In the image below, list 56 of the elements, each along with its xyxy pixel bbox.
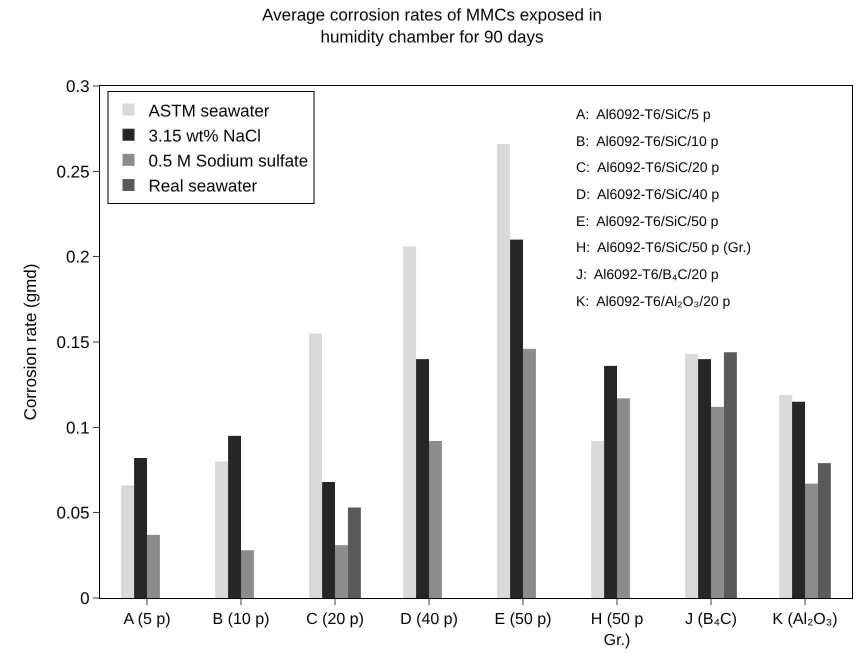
legend-label: 0.5 M Sodium sulfate: [148, 152, 308, 170]
y-axis-title: Corrosion rate (gmd): [21, 264, 40, 420]
annotation: J: Al6092-T6/B₄C/20 p: [576, 266, 719, 282]
y-tick-label: 0.25: [56, 162, 90, 182]
bar: [241, 550, 254, 598]
bar: [818, 463, 831, 598]
x-tick-label: H (50 p Gr.): [590, 611, 644, 649]
bar: [215, 461, 228, 598]
bar: [497, 144, 510, 598]
bar: [335, 545, 348, 598]
bar: [147, 534, 160, 598]
y-tick-label: 0: [80, 588, 90, 608]
x-tick-label: E (50 p): [494, 611, 552, 628]
y-tick-label: 0.2: [66, 248, 90, 267]
bar: [617, 398, 630, 598]
bar: [604, 366, 617, 598]
legend-label: Real seawater: [148, 176, 258, 196]
bar: [805, 484, 818, 598]
bar: [792, 402, 805, 598]
x-tick-label: A (5 p): [123, 611, 171, 628]
bar: [698, 359, 711, 598]
annotation: E: Al6092-T6/SiC/50 p: [576, 213, 719, 229]
annotation: A: Al6092-T6/SiC/5 p: [576, 106, 711, 122]
bar: [403, 246, 416, 598]
y-tick-label: 0.15: [56, 332, 90, 352]
annotation: H: Al6092-T6/SiC/50 p (Gr.): [576, 239, 752, 255]
legend-label: ASTM seawater: [148, 101, 270, 120]
bar: [591, 440, 604, 598]
bar: [711, 406, 724, 598]
y-tick-label: 0.3: [66, 76, 90, 96]
bar: [510, 240, 523, 598]
annotation: K: Al6092-T6/Al₂O₃/20 p: [576, 293, 731, 309]
bar: [228, 436, 241, 598]
x-tick-label: J (B₄C): [685, 611, 737, 628]
bar: [779, 394, 792, 598]
annotation: C: Al6092-T6/SiC/20 p: [576, 159, 720, 175]
x-tick-label: K (Al₂O₃): [772, 611, 838, 628]
bar: [685, 354, 698, 598]
bar: [309, 333, 322, 598]
bar: [416, 359, 429, 598]
x-tick-label: C (20 p): [306, 611, 364, 628]
legend-label: 3.15 wt% NaCl: [148, 126, 261, 146]
y-tick-label: 0.05: [56, 504, 90, 523]
annotation: B: Al6092-T6/SiC/10 p: [576, 133, 719, 149]
bar: [348, 508, 361, 598]
bar: [134, 458, 147, 598]
chart-title: Average corrosion rates of MMCs exposed in humidity chamber for 90 days: [262, 5, 602, 46]
y-tick-label: 0.1: [66, 418, 90, 438]
bar: [322, 482, 335, 598]
annotation: D: Al6092-T6/SiC/40 p: [576, 186, 720, 202]
bar: [523, 348, 536, 598]
bar: [724, 352, 737, 598]
bar: [121, 485, 134, 598]
x-tick-label: D (40 p): [400, 611, 458, 628]
bar: [429, 440, 442, 598]
x-tick-label: B (10 p): [212, 611, 270, 628]
